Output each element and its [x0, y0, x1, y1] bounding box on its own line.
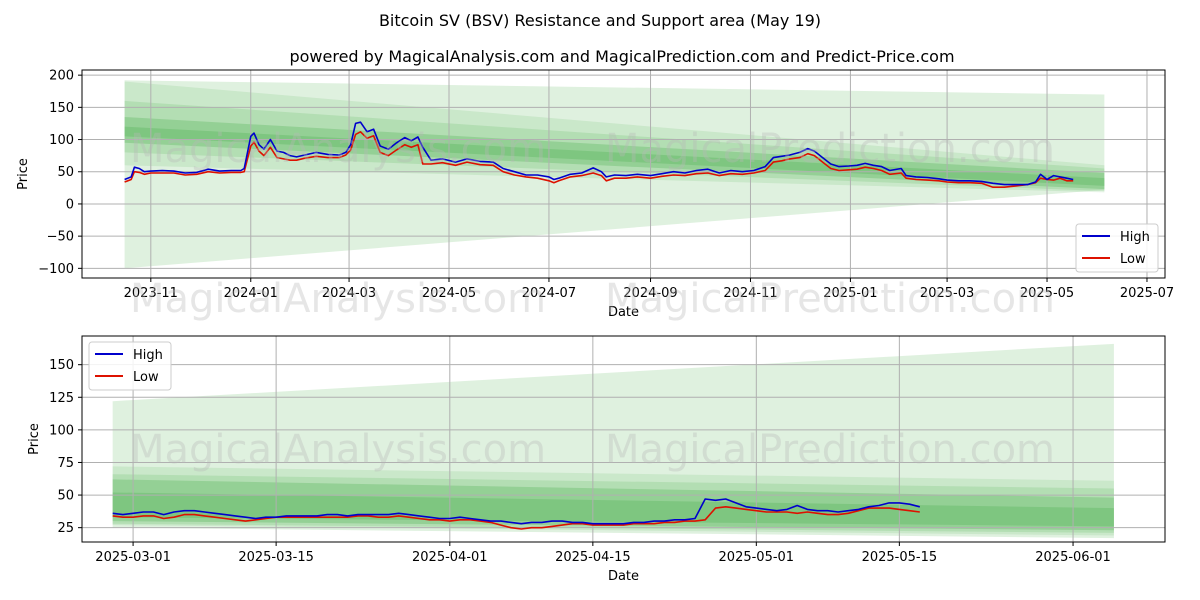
y-tick-label: 100: [49, 133, 74, 148]
watermark-left-top: MagicalAnalysis.com: [130, 126, 546, 172]
legend-label-low: Low: [1120, 252, 1146, 267]
legend-label-low: Low: [133, 370, 159, 385]
axes-frame: [81, 69, 1166, 279]
legend-label-high: High: [133, 348, 163, 363]
support-resistance-band: [112, 492, 1114, 527]
x-tick-label: 2025-03-01: [95, 550, 171, 565]
watermark-right-bottom: MagicalPrediction.com: [605, 427, 1055, 473]
support-resistance-band: [124, 126, 1105, 186]
axes-frame: [81, 335, 1166, 543]
series-line-high: [112, 498, 920, 525]
y-tick-label: 150: [49, 101, 74, 116]
support-resistance-band: [112, 343, 1114, 539]
legend: High Low: [1075, 223, 1159, 273]
legend-label-high: High: [1120, 230, 1150, 245]
x-tick-label: 2025-06-01: [1035, 550, 1111, 565]
x-tick-label: 2023-11: [124, 286, 178, 301]
support-resistance-band: [112, 474, 1114, 533]
x-tick-label: 2025-03: [920, 286, 974, 301]
y-tick-label: 25: [57, 521, 74, 536]
y-tick-label: 50: [57, 489, 74, 504]
y-tick-label: 50: [57, 165, 74, 180]
x-tick-label: 2025-04-01: [412, 550, 488, 565]
x-tick-label: 2025-04-15: [555, 550, 631, 565]
support-resistance-band: [124, 117, 1105, 190]
series-line-low: [124, 131, 1074, 188]
series-line-high: [124, 121, 1074, 186]
y-tick-label: 200: [49, 69, 74, 84]
x-tick-label: 2024-07: [522, 286, 576, 301]
legend: High Low: [88, 341, 172, 391]
y-tick-label: −100: [38, 262, 74, 277]
x-axis-label: Date: [608, 305, 639, 320]
y-tick-label: 100: [49, 423, 74, 438]
y-tick-label: −50: [47, 230, 74, 245]
x-tick-label: 2025-03-15: [238, 550, 314, 565]
chart-title: Bitcoin SV (BSV) Resistance and Support …: [379, 11, 821, 30]
y-tick-label: 150: [49, 358, 74, 373]
y-axis-label: Price: [16, 158, 31, 190]
top-panel: 2023-11 2024-01 2024-03 2024-05 2024-07 2024-…: [16, 69, 1174, 320]
support-resistance-band: [112, 466, 1114, 536]
watermark-left-bottom: MagicalAnalysis.com: [130, 427, 546, 473]
x-axis-label: Date: [608, 569, 639, 584]
y-tick-label: 75: [57, 456, 74, 471]
watermark-right-top: MagicalPrediction.com: [605, 126, 1055, 172]
x-tick-label: 2025-05: [1020, 286, 1074, 301]
bottom-panel: 2025-03-01 2025-03-15 2025-04-01 2025-04-15…: [27, 335, 1166, 584]
x-tick-label: 2024-05: [422, 286, 476, 301]
x-tick-label: 2024-09: [623, 286, 677, 301]
y-tick-label: 0: [66, 197, 74, 212]
x-tick-label: 2024-11: [723, 286, 777, 301]
x-tick-label: 2025-01: [823, 286, 877, 301]
y-tick-label: 125: [49, 391, 74, 406]
watermarks: MagicalAnalysis.com MagicalPrediction.co…: [130, 126, 1055, 473]
series-line-low: [112, 506, 920, 530]
y-axis-label: Price: [27, 423, 42, 455]
support-resistance-band: [112, 479, 1114, 531]
watermark-left-mid: MagicalAnalysis.com: [130, 276, 546, 322]
x-tick-label: 2025-05-01: [719, 550, 795, 565]
x-tick-label: 2025-07: [1120, 286, 1174, 301]
x-tick-label: 2025-05-15: [862, 550, 938, 565]
watermark-right-mid: MagicalPrediction.com: [605, 276, 1055, 322]
chart-subtitle: powered by MagicalAnalysis.com and Magic…: [289, 47, 954, 66]
x-tick-label: 2024-03: [322, 286, 376, 301]
x-tick-label: 2024-01: [224, 286, 278, 301]
